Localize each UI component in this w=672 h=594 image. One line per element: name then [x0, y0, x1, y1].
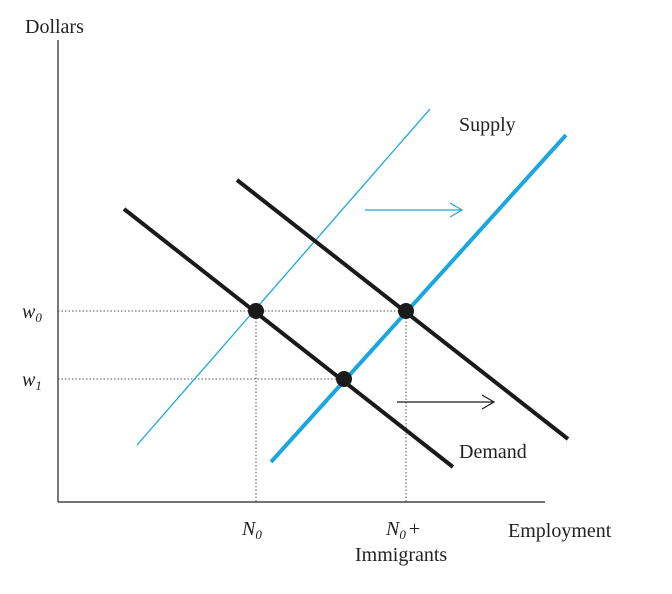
x-axis-label: Employment [508, 520, 612, 542]
y-axis-label: Dollars [25, 16, 84, 38]
demand-shift-arrow [397, 394, 496, 410]
n0-label: N0 [241, 518, 262, 542]
supply-label: Supply [459, 114, 516, 136]
demand-curve-original [122, 207, 455, 469]
equilibrium-point-immigration [336, 371, 352, 387]
supply-curve-shifted [269, 133, 568, 464]
w0-label: w0 [22, 301, 42, 325]
w1-label: w1 [22, 369, 42, 393]
supply-shift-arrow [365, 202, 464, 218]
immigrants-label: Immigrants [355, 544, 447, 566]
equilibrium-point-initial [248, 303, 264, 319]
supply-curve-original [136, 108, 431, 446]
n0-immigrants-label: N0 + [385, 518, 420, 542]
demand-label: Demand [459, 441, 527, 463]
equilibrium-point-demand-shift [398, 303, 414, 319]
